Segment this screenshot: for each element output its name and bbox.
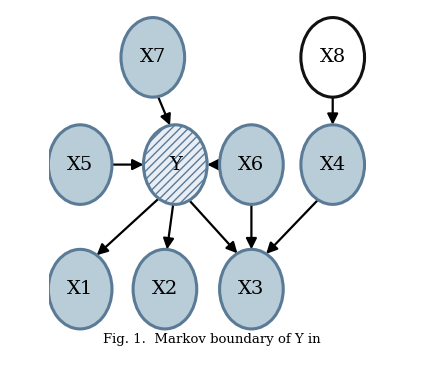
Ellipse shape [133, 249, 197, 329]
Text: X3: X3 [238, 280, 265, 298]
Ellipse shape [220, 125, 283, 204]
Text: X7: X7 [140, 48, 166, 66]
Text: X1: X1 [67, 280, 93, 298]
Ellipse shape [220, 249, 283, 329]
Ellipse shape [48, 249, 112, 329]
Ellipse shape [301, 125, 365, 204]
Text: X8: X8 [320, 48, 346, 66]
Ellipse shape [143, 125, 207, 204]
Ellipse shape [48, 125, 112, 204]
Ellipse shape [301, 17, 365, 97]
Text: X2: X2 [152, 280, 178, 298]
Text: X5: X5 [67, 155, 93, 174]
Ellipse shape [121, 17, 185, 97]
Text: Fig. 1.  Markov boundary of Y in: Fig. 1. Markov boundary of Y in [103, 333, 321, 346]
Text: X4: X4 [320, 155, 346, 174]
Text: Y: Y [169, 155, 182, 174]
Text: X6: X6 [238, 155, 265, 174]
